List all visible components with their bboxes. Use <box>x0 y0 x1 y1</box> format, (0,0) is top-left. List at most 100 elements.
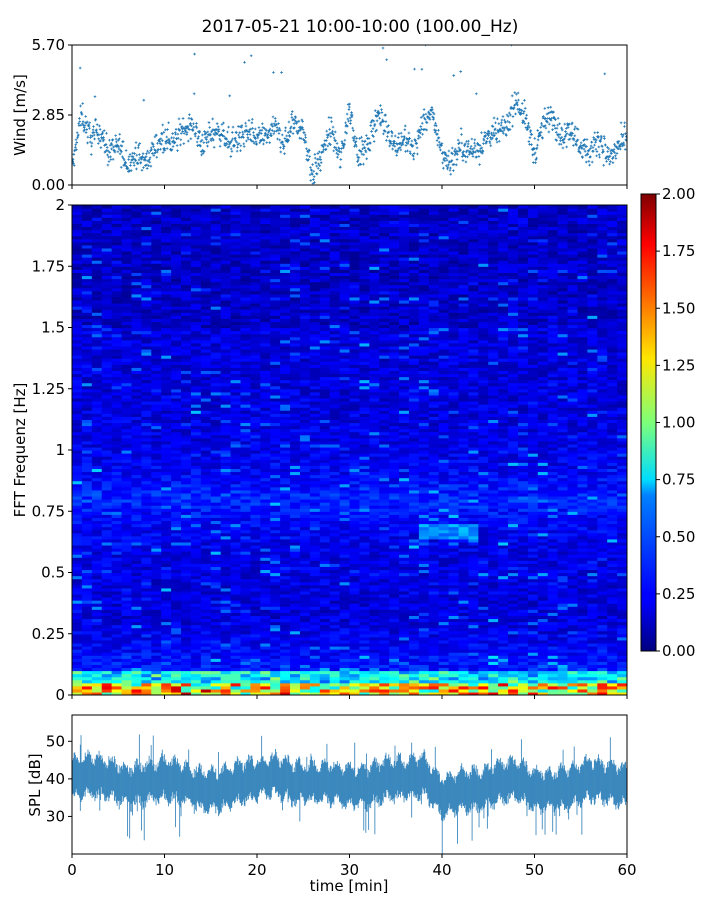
spectrogram-cell <box>101 609 113 613</box>
spectrogram-cell <box>339 676 351 681</box>
wind-point <box>171 132 175 135</box>
spectrogram-cell <box>537 630 549 635</box>
spectrogram-cell <box>537 612 549 616</box>
spectrogram-cell <box>428 679 440 684</box>
wind-point <box>249 54 253 58</box>
wind-point <box>251 117 254 121</box>
spectrogram-cell <box>389 676 400 681</box>
spectrogram-cell <box>448 667 460 672</box>
wind-point <box>422 108 426 111</box>
wind-point <box>348 102 351 106</box>
wind-point <box>163 148 167 152</box>
spectrogram-cell <box>617 652 627 656</box>
spectrogram-cell <box>181 597 192 601</box>
wind-point <box>531 148 535 152</box>
wind-point <box>472 146 476 150</box>
spectrogram-cell <box>200 624 212 629</box>
spectrogram-cell <box>171 621 182 626</box>
spectrogram-cell <box>319 652 331 656</box>
spectrogram-cell <box>587 642 598 647</box>
wind-point <box>387 124 390 127</box>
spectrogram-cell <box>517 655 529 659</box>
spectrogram-cell <box>250 606 261 610</box>
spectrogram-cell <box>260 636 271 641</box>
spectrogram-cell <box>369 664 380 669</box>
spectrogram-cell <box>389 633 400 638</box>
wind-point <box>367 137 371 140</box>
spectrogram-cell <box>319 633 331 638</box>
wind-point <box>171 145 175 148</box>
spectrogram-cell <box>111 618 123 623</box>
spectrogram-cell <box>299 618 311 623</box>
spectrogram-cell <box>141 652 152 656</box>
spectrogram-cell <box>319 682 331 687</box>
wind-point <box>372 135 375 138</box>
wind-point <box>84 131 88 134</box>
wind-point <box>359 150 363 153</box>
spectrogram-cell <box>607 633 618 638</box>
spectrogram-cell <box>399 673 410 678</box>
wind-point <box>478 144 482 147</box>
spectrogram-cell <box>359 618 370 623</box>
spectrogram-cell <box>131 597 142 601</box>
spectrogram-cell <box>309 652 321 656</box>
spectrogram-cell <box>527 597 539 601</box>
spectrogram-cell <box>369 682 380 687</box>
spectrogram-cell <box>260 627 271 632</box>
spectrogram-cell <box>339 618 351 623</box>
spectrogram-cell <box>299 676 311 681</box>
spectrogram-cell <box>329 652 341 656</box>
wind-point <box>322 145 325 149</box>
wind-point <box>614 154 617 158</box>
spectrogram-cell <box>547 600 559 604</box>
spectrogram-cell <box>418 606 430 610</box>
wind-point <box>453 153 457 157</box>
spectrogram-cell <box>508 673 519 678</box>
wind-point <box>338 147 341 150</box>
wind-point <box>162 131 166 134</box>
wind-point <box>456 152 459 156</box>
spectrogram-cell <box>517 679 529 684</box>
wind-point <box>284 126 287 130</box>
spectrogram-cell <box>587 661 598 665</box>
spectrogram-cell <box>161 630 172 635</box>
spectrogram-cell <box>517 621 529 626</box>
spectrogram-cell <box>399 630 410 635</box>
wind-point <box>345 112 349 116</box>
wind-point <box>467 139 470 143</box>
wind-point <box>174 132 177 136</box>
wind-point <box>258 141 262 145</box>
spectrogram-cell <box>478 658 489 662</box>
wind-point <box>428 118 432 121</box>
spectrogram-cell <box>161 593 172 598</box>
spectrogram-cell <box>101 633 113 638</box>
wind-point <box>552 110 555 114</box>
spectrogram-cell <box>240 652 251 656</box>
spectrogram-cell <box>597 658 608 662</box>
spectrogram-cell <box>379 682 390 687</box>
spectrogram-cell <box>438 639 450 644</box>
spectrogram-cell <box>220 636 232 641</box>
spectrogram-cell <box>181 633 192 638</box>
spectrogram-cell <box>111 688 123 693</box>
wind-point <box>334 139 337 143</box>
spectrogram-cell <box>508 612 519 616</box>
spectrogram-cell <box>141 615 152 620</box>
wind-point <box>354 140 358 143</box>
wind-point <box>596 131 600 134</box>
spectrogram-cell <box>230 682 242 687</box>
spectrogram-cell <box>458 646 470 650</box>
spectrogram-cell <box>448 615 460 620</box>
spectrogram-cell <box>587 633 598 638</box>
spectrogram-cell <box>121 649 133 653</box>
spectrogram-cell <box>349 673 361 678</box>
spectrogram-cell <box>517 597 529 601</box>
wind-point <box>389 142 393 145</box>
spectrogram-cell <box>250 593 261 598</box>
wind-point <box>373 109 377 112</box>
wind-point <box>363 139 367 143</box>
spectrogram-cell <box>508 661 519 665</box>
spectrogram-cell <box>597 612 608 616</box>
spectrogram-cell <box>319 612 331 616</box>
spectrogram-cell <box>299 615 311 620</box>
